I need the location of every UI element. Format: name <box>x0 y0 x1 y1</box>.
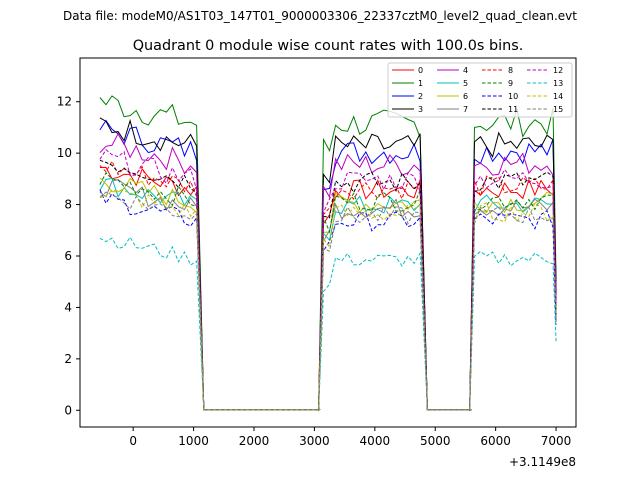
x-tick-label: 3000 <box>299 434 330 448</box>
series-line-13 <box>99 236 557 412</box>
chart-title: Quadrant 0 module wise count rates with … <box>133 38 524 54</box>
plot-area <box>80 58 576 427</box>
series-line-5 <box>99 177 557 412</box>
legend-label-14: 14 <box>553 92 563 101</box>
series-line-10 <box>99 189 557 412</box>
y-tick-label: 12 <box>57 95 72 109</box>
x-tick-label: 4000 <box>360 434 391 448</box>
series-lines <box>99 95 557 412</box>
legend-label-15: 15 <box>553 105 563 114</box>
legend-box <box>387 62 573 118</box>
x-tick-label: 2000 <box>239 434 270 448</box>
legend-label-3: 3 <box>418 105 423 114</box>
legend-label-10: 10 <box>508 92 518 101</box>
x-axis-offset: +3.1149e8 <box>509 455 576 469</box>
series-line-4 <box>99 132 557 412</box>
y-tick-label: 6 <box>64 249 72 263</box>
legend-label-6: 6 <box>463 92 468 101</box>
series-line-2 <box>99 119 557 412</box>
y-axis: 0 2 4 6 8 10 12 <box>57 95 80 417</box>
x-tick-label: 1000 <box>178 434 209 448</box>
y-tick-label: 10 <box>57 146 72 160</box>
legend-label-9: 9 <box>508 79 513 88</box>
legend-label-12: 12 <box>553 66 563 75</box>
x-tick-label: 0 <box>129 434 137 448</box>
legend-label-11: 11 <box>508 105 518 114</box>
legend-label-7: 7 <box>463 105 468 114</box>
legend-label-0: 0 <box>418 66 423 75</box>
legend-label-4: 4 <box>463 66 468 75</box>
y-tick-label: 2 <box>64 352 72 366</box>
series-line-3 <box>99 117 557 412</box>
x-tick-label: 5000 <box>420 434 451 448</box>
series-line-7 <box>99 179 557 412</box>
series-line-11 <box>99 159 557 412</box>
legend-label-5: 5 <box>463 79 468 88</box>
legend-label-2: 2 <box>418 92 423 101</box>
series-line-0 <box>99 166 557 412</box>
legend-label-1: 1 <box>418 79 423 88</box>
series-line-6 <box>99 177 557 412</box>
series-line-14 <box>99 189 557 412</box>
series-line-9 <box>99 171 557 412</box>
y-tick-label: 8 <box>64 198 72 212</box>
x-tick-label: 6000 <box>480 434 511 448</box>
legend-label-8: 8 <box>508 66 513 75</box>
plot-frame <box>79 57 577 428</box>
figure-suptitle: Data file: modeM0/AS1T03_147T01_90000033… <box>63 9 577 23</box>
x-axis: 0 1000 2000 3000 4000 5000 6000 7000 <box>129 427 571 448</box>
y-tick-label: 4 <box>64 300 72 314</box>
legend-label-13: 13 <box>553 79 563 88</box>
y-tick-label: 0 <box>64 403 72 417</box>
series-line-15 <box>99 191 557 412</box>
series-line-8 <box>99 160 557 412</box>
x-tick-label: 7000 <box>541 434 572 448</box>
